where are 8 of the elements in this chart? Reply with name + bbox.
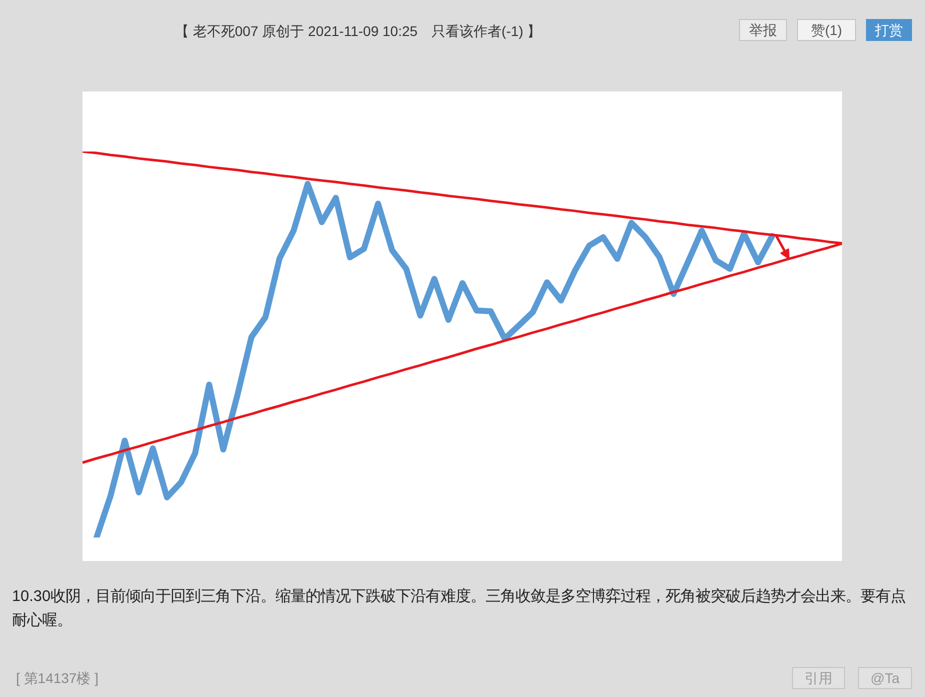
text: 10.30收阴，目前倾向于回到三角下沿。缩量的情况下跌破下沿有难度。三角收敛是多空博弈过程，死角被突破后趋势才会出来。要有点耐心喔。 bbox=[12, 586, 907, 631]
text: @Ta bbox=[858, 667, 912, 689]
text: [ 第14137楼 ] bbox=[16, 669, 98, 687]
text: 【 老不死007 原创于 2021-11-09 10:25 只看该作者(-1) 】 bbox=[175, 22, 542, 40]
text: 赞(1) bbox=[797, 19, 856, 41]
text: 举报 bbox=[739, 19, 787, 41]
text: 引用 bbox=[792, 667, 845, 689]
text: 打赏 bbox=[866, 19, 912, 41]
